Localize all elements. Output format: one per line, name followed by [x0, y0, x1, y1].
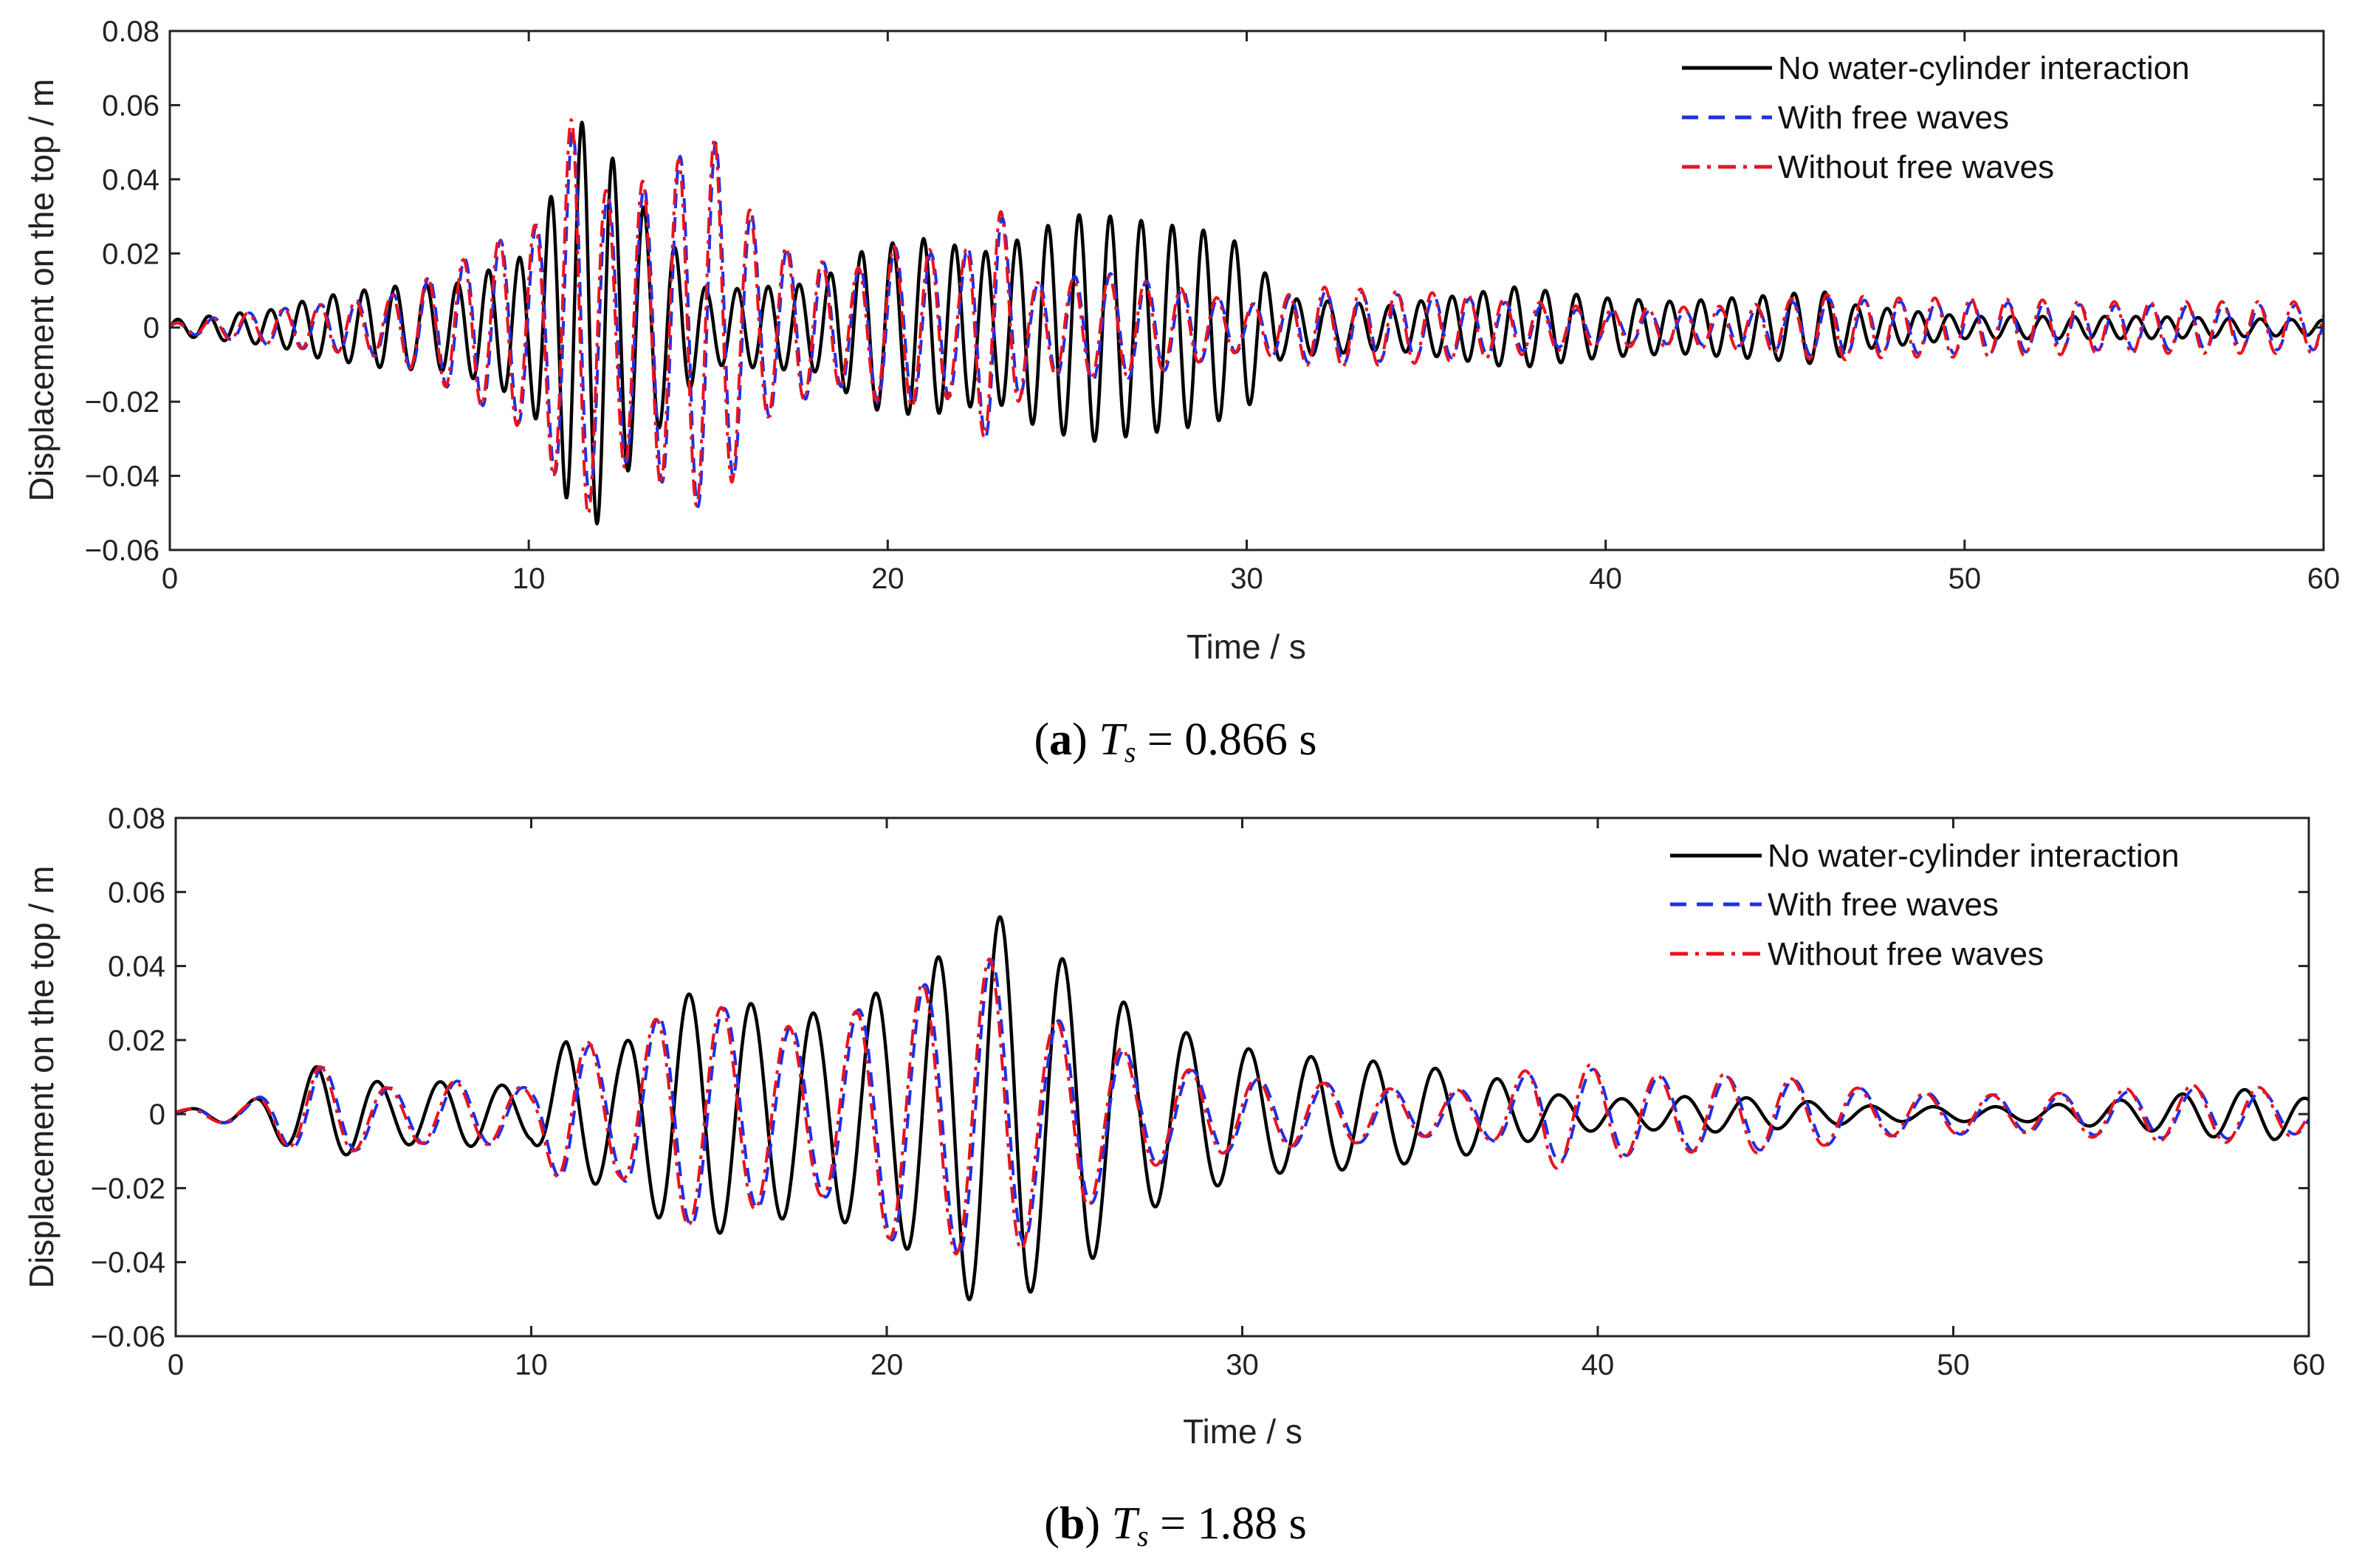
y-tick-label: 0.08: [102, 16, 159, 48]
ticks-a: 0 10 20 30 40 50 60 −0.06 −0.04 −0.02 0 0.02 0.04 0.0…: [85, 16, 2340, 595]
series-line-1-panel-a: [168, 120, 2325, 526]
legend-label-with-free-waves-b: With free waves: [1768, 887, 1999, 923]
plot-lines-b: [174, 915, 2310, 1301]
x-tick-label: 30: [1230, 563, 1263, 595]
x-tick-label: 30: [1226, 1349, 1259, 1381]
y-tick-label: −0.06: [91, 1321, 165, 1353]
caption-value-b: = 1.88 s: [1149, 1499, 1307, 1549]
x-tick-label: 60: [2293, 1349, 2326, 1381]
caption-b: (b) Ts = 1.88 s: [1044, 1499, 1306, 1552]
y-tick-label: −0.02: [91, 1172, 165, 1205]
caption-symbol-b: T: [1112, 1499, 1141, 1549]
x-tick-label: 50: [1937, 1349, 1970, 1381]
series-line-1-panel-b: [174, 915, 2310, 1301]
y-tick-label: 0.02: [108, 1025, 165, 1057]
x-axis-label-a: Time / s: [1187, 627, 1306, 666]
x-tick-label: 20: [871, 1349, 904, 1381]
y-tick-label: 0: [143, 312, 159, 345]
y-axis-label-a: Displacement on the top / m: [22, 79, 61, 502]
x-tick-label: 0: [162, 563, 178, 595]
x-tick-label: 40: [1582, 1349, 1615, 1381]
x-tick-label: 40: [1589, 563, 1622, 595]
caption-label-b: b: [1060, 1499, 1085, 1549]
plot-lines-a: [168, 118, 2325, 526]
caption-value-a: = 0.866 s: [1136, 715, 1316, 765]
y-axis-label-b: Displacement on the top / m: [22, 866, 61, 1289]
y-tick-label: 0.06: [102, 89, 159, 122]
x-axis-label-b: Time / s: [1183, 1412, 1302, 1451]
x-tick-label: 0: [168, 1349, 184, 1381]
y-tick-label: 0.04: [102, 164, 159, 196]
legend-label-without-free-waves-a: Without free waves: [1778, 149, 2054, 185]
chart-panel-a: 0 10 20 30 40 50 60 −0.06 −0.04 −0.02 0 0.02 0.04 0.0…: [22, 16, 2340, 768]
y-tick-label: 0.06: [108, 876, 165, 909]
legend-a: No water-cylinder interaction With free …: [1682, 50, 2190, 185]
series-line-3-panel-a: [168, 118, 2325, 516]
y-tick-label: 0: [149, 1098, 165, 1131]
caption-a: (a) Ts = 0.866 s: [1034, 715, 1317, 768]
y-tick-label: −0.04: [85, 461, 159, 493]
series-line-2-panel-a: [168, 130, 2325, 509]
caption-subscript-b: s: [1137, 1519, 1149, 1552]
y-tick-label: −0.04: [91, 1247, 165, 1279]
legend-label-with-free-waves-a: With free waves: [1778, 100, 2009, 136]
y-tick-label: 0.08: [108, 802, 165, 835]
ticks-b: 0 10 20 30 40 50 60 −0.06 −0.04 −0.02 0 0.02 0.04 0.0…: [91, 802, 2325, 1381]
legend-label-no-interaction-a: No water-cylinder interaction: [1778, 50, 2190, 86]
y-tick-label: −0.06: [85, 534, 159, 567]
x-tick-label: 10: [512, 563, 546, 595]
y-tick-label: −0.02: [85, 386, 159, 419]
chart-panel-b: 0 10 20 30 40 50 60 −0.06 −0.04 −0.02 0 0.02 0.04 0.0…: [22, 802, 2325, 1552]
caption-symbol-a: T: [1099, 715, 1127, 765]
x-tick-label: 60: [2307, 563, 2341, 595]
caption-label-a: a: [1049, 715, 1072, 765]
legend-b: No water-cylinder interaction With free …: [1670, 838, 2180, 972]
series-line-3-panel-b: [175, 957, 2310, 1256]
y-tick-label: 0.02: [102, 238, 159, 270]
x-tick-label: 10: [515, 1349, 548, 1381]
x-tick-label: 20: [871, 563, 904, 595]
y-tick-label: 0.04: [108, 951, 165, 983]
legend-label-without-free-waves-b: Without free waves: [1768, 936, 2044, 972]
caption-subscript-a: s: [1124, 735, 1136, 768]
legend-label-no-interaction-b: No water-cylinder interaction: [1768, 838, 2180, 874]
x-tick-label: 50: [1948, 563, 1982, 595]
